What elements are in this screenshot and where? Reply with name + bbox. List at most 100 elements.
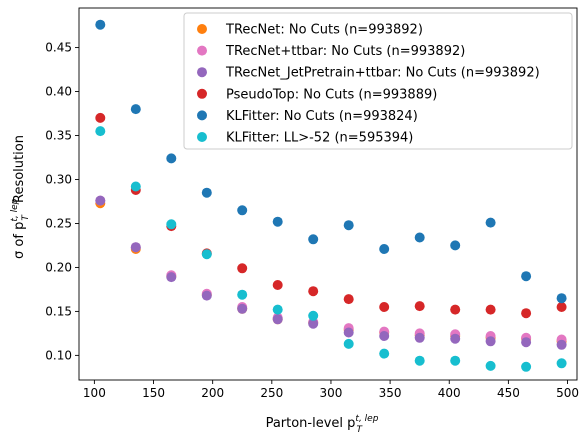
data-point (273, 280, 283, 290)
data-point (450, 356, 460, 366)
data-point (131, 182, 141, 192)
data-point (131, 242, 141, 252)
x-tick-label: 450 (497, 386, 520, 400)
series-3 (95, 196, 566, 350)
data-point (166, 272, 176, 282)
data-point (95, 113, 105, 123)
legend-label: KLFitter: No Cuts (n=993824) (226, 109, 418, 124)
data-point (486, 218, 496, 228)
legend-label: PseudoTop: No Cuts (n=993889) (226, 87, 437, 102)
legend-marker (197, 46, 207, 56)
data-point (308, 234, 318, 244)
data-point (344, 328, 354, 338)
series-1 (95, 198, 566, 346)
data-point (521, 362, 531, 372)
data-point (308, 286, 318, 296)
y-tick-label: 0.15 (45, 304, 72, 318)
y-tick-label: 0.20 (45, 260, 72, 274)
data-point (521, 337, 531, 347)
data-point (557, 293, 567, 303)
y-tick-label: 0.25 (45, 216, 72, 230)
data-point (415, 233, 425, 243)
data-point (486, 336, 496, 346)
data-point (273, 217, 283, 227)
data-point (273, 305, 283, 315)
data-point (166, 219, 176, 229)
data-point (379, 302, 389, 312)
data-point (521, 308, 531, 318)
x-tick-label: 350 (379, 386, 402, 400)
data-point (273, 314, 283, 324)
legend: TRecNet: No Cuts (n=993892) TRecNet+ttbar… (184, 13, 572, 149)
x-tick-label: 500 (556, 386, 579, 400)
data-point (450, 305, 460, 315)
series-2 (95, 196, 566, 345)
legend-marker (197, 24, 207, 34)
data-point (486, 305, 496, 315)
legend-entry: KLFitter: LL>-52 (n=595394) (197, 131, 413, 146)
data-point (202, 249, 212, 259)
x-tick-label: 400 (438, 386, 461, 400)
x-tick-label: 200 (201, 386, 224, 400)
x-tick-label: 250 (260, 386, 283, 400)
legend-marker (197, 67, 207, 77)
data-point (557, 340, 567, 350)
data-point (202, 188, 212, 198)
x-tick-label: 100 (83, 386, 106, 400)
data-point (557, 302, 567, 312)
y-tick-label: 0.45 (45, 41, 72, 55)
legend-entry: PseudoTop: No Cuts (n=993889) (197, 87, 437, 102)
data-point (344, 220, 354, 230)
x-axis-label-sup: t, lep (355, 414, 378, 424)
legend-label: TRecNet+ttbar: No Cuts (n=993892) (225, 44, 465, 59)
legend-marker (197, 89, 207, 99)
legend-label: TRecNet: No Cuts (n=993892) (225, 23, 423, 38)
legend-entry: TRecNet_JetPretrain+ttbar: No Cuts (n=99… (197, 66, 540, 81)
x-tick-label: 150 (142, 386, 165, 400)
data-point (450, 240, 460, 250)
data-point (344, 339, 354, 349)
data-point (237, 290, 247, 300)
y-tick-label: 0.40 (45, 85, 72, 99)
x-axis-label-sub: T (356, 425, 363, 435)
data-point (486, 361, 496, 371)
data-point (344, 294, 354, 304)
y-tick-label: 0.35 (45, 129, 72, 143)
data-point (415, 333, 425, 343)
data-point (237, 304, 247, 314)
x-axis-label: Parton-level pt, lep T (266, 414, 379, 435)
legend-marker (197, 110, 207, 120)
data-point (379, 331, 389, 341)
data-point (95, 20, 105, 30)
y-axis-ticks: 0.10 0.15 0.20 0.25 0.30 0.35 0.40 0.45 (45, 41, 79, 363)
x-axis-ticks: 100 150 200 250 300 350 400 450 500 (83, 380, 579, 400)
data-point (131, 104, 141, 114)
y-tick-label: 0.30 (45, 172, 72, 186)
x-tick-label: 300 (320, 386, 343, 400)
data-point (415, 301, 425, 311)
y-axis-label-sub: T (21, 214, 31, 221)
data-point (95, 126, 105, 136)
data-point (237, 263, 247, 273)
data-point (521, 271, 531, 281)
legend-entry: KLFitter: No Cuts (n=993824) (197, 109, 418, 124)
y-axis-label-group: σ of pt, lepT Resolution (10, 135, 31, 259)
y-tick-label: 0.10 (45, 348, 72, 362)
legend-entry: TRecNet+ttbar: No Cuts (n=993892) (197, 44, 465, 59)
series-6 (95, 126, 566, 372)
data-point (202, 291, 212, 301)
legend-label: KLFitter: LL>-52 (n=595394) (226, 131, 413, 146)
data-point (95, 196, 105, 206)
legend-marker (197, 132, 207, 142)
data-point (450, 334, 460, 344)
y-axis-label-suffix: Resolution (12, 135, 27, 207)
data-point (308, 311, 318, 321)
data-point (166, 153, 176, 163)
legend-entry: TRecNet: No Cuts (n=993892) (197, 23, 423, 38)
x-axis-label-main: Parton-level p (266, 416, 356, 431)
data-point (237, 205, 247, 215)
legend-label: TRecNet_JetPretrain+ttbar: No Cuts (n=99… (225, 66, 540, 81)
data-point (379, 244, 389, 254)
